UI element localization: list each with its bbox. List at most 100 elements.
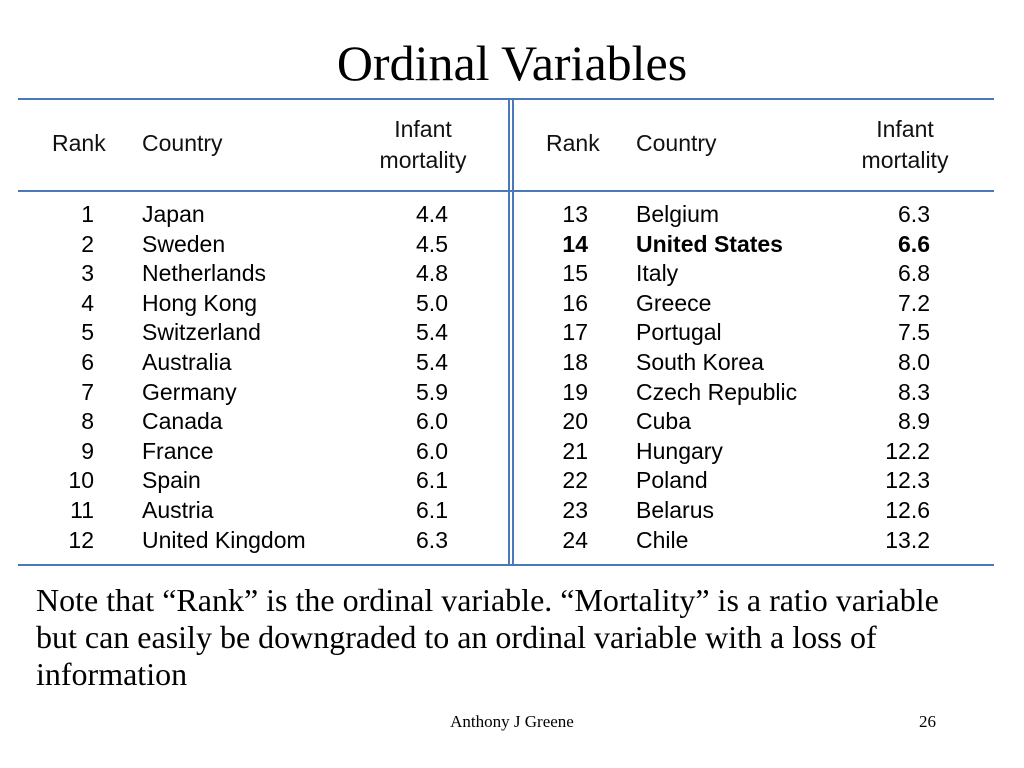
row-mortality: 6.1 <box>416 467 448 494</box>
row-mortality: 6.3 <box>416 526 448 553</box>
row-rank: 2 <box>81 230 94 257</box>
header-mortality-line2: mortality <box>379 147 467 173</box>
row-country: Hong Kong <box>142 289 258 316</box>
table-right-half: Rank Country Infant mortality 13 Belgium 6… <box>514 98 994 566</box>
table-row: 19 Czech Republic 8.3 <box>514 378 994 408</box>
row-mortality: 8.9 <box>898 408 930 435</box>
row-country: Netherlands <box>142 260 267 287</box>
row-mortality: 12.6 <box>885 496 930 523</box>
row-mortality: 4.8 <box>416 260 448 287</box>
row-mortality: 13.2 <box>885 526 930 553</box>
row-mortality: 6.6 <box>898 230 930 257</box>
row-mortality: 5.0 <box>416 289 448 316</box>
table-row: 3 Netherlands 4.8 <box>18 259 508 289</box>
header-mortality-line1: Infant <box>876 116 934 142</box>
row-mortality: 6.3 <box>898 201 930 227</box>
header-mortality: Infant mortality <box>368 114 478 176</box>
row-rank: 16 <box>562 289 588 316</box>
row-rank: 24 <box>562 526 588 553</box>
row-rank: 17 <box>562 319 588 346</box>
table-rows-left: 1 Japan 4.4 2 Sweden 4.5 3 Netherlands 4.8 4 Hong … <box>18 200 508 555</box>
table-row: 24 Chile 13.2 <box>514 526 994 556</box>
row-rank: 7 <box>81 378 94 405</box>
row-country: Austria <box>142 496 214 523</box>
table-row: 5 Switzerland 5.4 <box>18 318 508 348</box>
row-mortality: 4.4 <box>416 201 448 227</box>
table-row: 9 France 6.0 <box>18 437 508 467</box>
row-rank: 6 <box>81 348 94 375</box>
table-row: 15 Italy 6.8 <box>514 259 994 289</box>
row-rank: 5 <box>81 319 94 346</box>
row-rank: 19 <box>562 378 588 405</box>
table-row: 21 Hungary 12.2 <box>514 437 994 467</box>
table-row: 20 Cuba 8.9 <box>514 407 994 437</box>
table-header-rule <box>18 190 994 192</box>
row-mortality: 6.0 <box>416 437 448 464</box>
row-mortality: 5.9 <box>416 378 448 405</box>
header-country: Country <box>636 130 717 156</box>
row-mortality: 7.2 <box>898 289 930 316</box>
page-number: 26 <box>919 712 936 731</box>
table-row: 11 Austria 6.1 <box>18 496 508 526</box>
row-country: Cuba <box>636 408 691 435</box>
table-row: 17 Portugal 7.5 <box>514 318 994 348</box>
row-rank: 14 <box>562 230 588 257</box>
row-rank: 22 <box>562 467 588 494</box>
table-column-divider <box>512 98 514 566</box>
footer-author: Anthony J Greene <box>450 712 574 731</box>
row-rank: 3 <box>81 260 94 287</box>
row-rank: 21 <box>562 437 588 464</box>
row-country: Canada <box>142 408 223 435</box>
header-mortality-line1: Infant <box>394 116 452 142</box>
table-row: 22 Poland 12.3 <box>514 466 994 496</box>
row-country: Poland <box>636 467 708 494</box>
row-rank: 20 <box>562 408 588 435</box>
row-country: France <box>142 437 214 464</box>
table-bottom-rule <box>18 564 994 566</box>
row-rank: 13 <box>562 201 588 227</box>
row-country: Switzerland <box>142 319 261 346</box>
row-rank: 11 <box>70 496 94 523</box>
row-country: Germany <box>142 378 237 405</box>
slide-title: Ordinal Variables <box>336 35 688 91</box>
row-country: United Kingdom <box>142 526 306 553</box>
row-mortality: 4.5 <box>416 230 448 257</box>
row-rank: 10 <box>68 467 94 494</box>
row-rank: 4 <box>81 289 94 316</box>
row-rank: 1 <box>81 201 94 227</box>
table-row: 18 South Korea 8.0 <box>514 348 994 378</box>
row-mortality: 8.3 <box>898 378 930 405</box>
row-rank: 12 <box>68 526 94 553</box>
row-mortality: 6.8 <box>898 260 930 287</box>
row-rank: 15 <box>562 260 588 287</box>
row-mortality: 6.1 <box>416 496 448 523</box>
row-mortality: 7.5 <box>898 319 930 346</box>
table-row: 1 Japan 4.4 <box>18 200 508 230</box>
row-mortality: 6.0 <box>416 408 448 435</box>
table-row: 14 United States 6.6 <box>514 230 994 260</box>
table-row: 13 Belgium 6.3 <box>514 200 994 230</box>
table-row: 2 Sweden 4.5 <box>18 230 508 260</box>
row-mortality: 5.4 <box>416 319 448 346</box>
row-rank: 23 <box>562 496 588 523</box>
row-mortality: 8.0 <box>898 348 930 375</box>
table-top-rule <box>18 98 994 100</box>
table-row: 6 Australia 5.4 <box>18 348 508 378</box>
header-rank: Rank <box>546 130 600 156</box>
row-country: Belarus <box>636 496 714 523</box>
table-row: 7 Germany 5.9 <box>18 378 508 408</box>
row-country: Sweden <box>142 230 226 257</box>
row-mortality: 5.4 <box>416 348 448 375</box>
row-country: Chile <box>636 526 689 553</box>
table-row: 4 Hong Kong 5.0 <box>18 289 508 319</box>
row-rank: 18 <box>562 348 588 375</box>
row-country: United States <box>636 230 783 257</box>
header-mortality-line2: mortality <box>861 147 949 173</box>
table-row: 10 Spain 6.1 <box>18 466 508 496</box>
row-mortality: 12.2 <box>885 437 930 464</box>
row-country: Hungary <box>636 437 723 464</box>
mortality-table: Rank Country Infant mortality 1 Japan 4.4 2… <box>18 98 994 568</box>
row-country: Australia <box>142 348 232 375</box>
table-row: 12 United Kingdom 6.3 <box>18 526 508 556</box>
header-mortality: Infant mortality <box>850 114 960 176</box>
